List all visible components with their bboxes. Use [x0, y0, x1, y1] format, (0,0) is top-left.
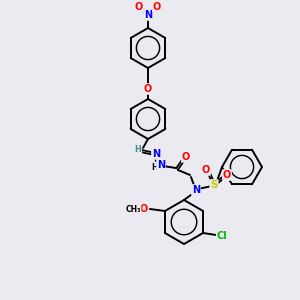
- Text: N: N: [192, 185, 200, 195]
- Text: CH₃: CH₃: [125, 205, 141, 214]
- Text: Cl: Cl: [217, 231, 227, 241]
- Text: O: O: [202, 165, 210, 175]
- Text: N: N: [157, 160, 165, 170]
- Text: O: O: [140, 204, 148, 214]
- Text: O: O: [153, 2, 161, 12]
- Text: O: O: [182, 152, 190, 162]
- Text: N: N: [144, 10, 152, 20]
- Text: O: O: [223, 170, 231, 180]
- Text: S: S: [210, 180, 218, 190]
- Text: H: H: [135, 146, 141, 154]
- Text: O: O: [144, 84, 152, 94]
- Text: H: H: [151, 163, 157, 172]
- Text: N: N: [152, 149, 160, 159]
- Text: O: O: [135, 2, 143, 12]
